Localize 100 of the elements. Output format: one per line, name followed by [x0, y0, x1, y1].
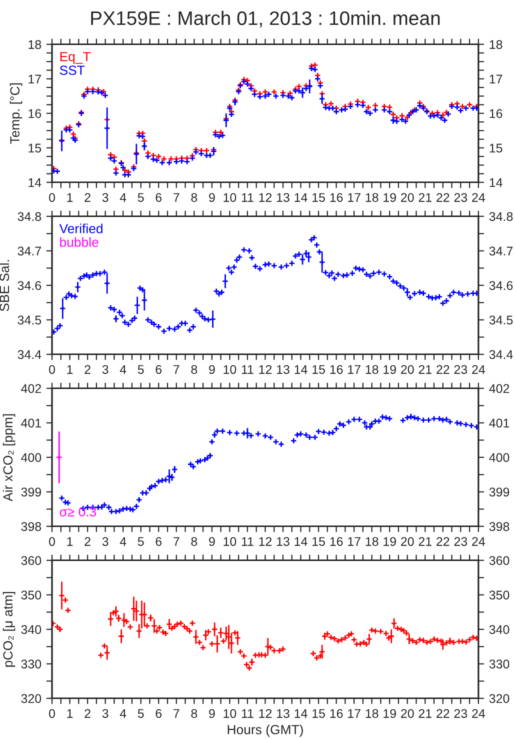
y-tick-label: 17 [28, 74, 41, 84]
x-tick-label: 6 [156, 365, 162, 374]
y-tick-label: 401 [21, 418, 41, 428]
x-tick-label: 5 [138, 537, 144, 546]
x-tick-label: 4 [120, 193, 126, 202]
y-tick-label: 34.5 [18, 316, 42, 324]
y2-tick-label: 320 [489, 694, 510, 704]
x-tick-label: 24 [472, 365, 486, 374]
y2-tick-label: 14 [490, 178, 502, 187]
x-tick-label: 5 [138, 709, 144, 718]
x-tick-label: 24 [472, 537, 486, 546]
x-tick-label: 11 [242, 537, 254, 546]
x-tick-label: 14 [294, 709, 308, 718]
y-tick-label: 16 [28, 109, 42, 118]
x-tick-label: 12 [259, 193, 272, 202]
x-tick-label: 2 [84, 193, 90, 202]
y-tick-label: 400 [21, 453, 42, 462]
x-tick-label: 16 [330, 193, 343, 202]
y-tick-label: 398 [21, 522, 42, 532]
y-tick-label: 34.8 [18, 212, 42, 221]
x-tick-label: 0 [49, 537, 55, 546]
x-tick-label: 19 [384, 193, 396, 202]
x-tick-label: 17 [348, 193, 360, 202]
x-tick-label: 10 [224, 365, 236, 374]
x-tick-label: 19 [384, 537, 396, 546]
x-tick-label: 5 [138, 365, 144, 374]
x-tick-label: 21 [418, 365, 432, 374]
x-tick-label: 18 [366, 537, 378, 546]
y-tick-label: 402 [21, 384, 41, 393]
x-tick-label: 9 [209, 193, 215, 202]
x-tick-label: 6 [156, 709, 162, 718]
y-tick-label: 360 [21, 556, 42, 565]
y-tick-label: 14 [28, 178, 42, 187]
y2-tick-label: 402 [489, 384, 510, 393]
series-label: SST [60, 66, 85, 75]
y-tick-label: 34.7 [18, 246, 41, 256]
x-tick-label: 4 [120, 365, 126, 374]
x-tick-label: 0 [49, 365, 55, 374]
x-tick-label: 7 [174, 537, 180, 546]
x-tick-label: 17 [348, 537, 360, 546]
x-tick-label: 4 [120, 537, 126, 546]
y2-tick-label: 330 [489, 660, 510, 669]
y2-tick-label: 34.6 [489, 281, 513, 290]
y-axis-title: pCO₂ [μ atm] [2, 592, 16, 667]
y2-tick-label: 401 [489, 418, 510, 428]
x-tick-label: 21 [418, 193, 432, 202]
y2-tick-label: 360 [489, 556, 510, 565]
y-tick-label: 18 [28, 40, 42, 49]
x-tick-label: 21 [418, 537, 432, 546]
x-tick-label: 15 [312, 709, 325, 718]
x-tick-label: 23 [454, 537, 468, 546]
x-tick-label: 8 [191, 709, 198, 718]
text: σ≥ 0.3 [60, 507, 96, 516]
x-tick-label: 16 [330, 365, 343, 374]
x-tick-label: 20 [401, 709, 414, 718]
x-tick-label: 11 [242, 365, 254, 374]
x-tick-label: 6 [156, 537, 162, 546]
x-tick-label: 2 [84, 365, 90, 374]
x-tick-label: 3 [102, 193, 108, 202]
x-tick-label: 16 [330, 709, 343, 718]
x-tick-label: 10 [224, 709, 236, 718]
x-tick-label: 13 [276, 193, 290, 202]
y-tick-label: 330 [21, 660, 42, 669]
series-label: Eq_T [60, 52, 91, 64]
x-tick-label: 10 [224, 193, 236, 202]
y-tick-label: 34.6 [18, 281, 42, 290]
x-tick-label: 3 [102, 709, 108, 718]
x-tick-label: 24 [472, 709, 486, 718]
x-tick-label: 10 [224, 537, 236, 546]
x-tick-label: 9 [209, 537, 215, 546]
y2-tick-label: 340 [489, 625, 510, 634]
y2-tick-label: 400 [489, 453, 510, 462]
x-axis-title: Hours (GMT) [228, 724, 303, 737]
y2-tick-label: 17 [490, 74, 502, 84]
y2-tick-label: 398 [489, 522, 510, 532]
x-tick-label: 1 [67, 193, 73, 202]
y-tick-label: 350 [21, 590, 42, 600]
x-tick-label: 13 [276, 365, 290, 374]
x-tick-label: 9 [209, 365, 215, 374]
x-tick-label: 13 [276, 709, 290, 718]
chart-title: PX159E : March 01, 2013 : 10min. mean [91, 10, 440, 28]
x-tick-label: 2 [84, 709, 90, 718]
x-tick-label: 9 [209, 709, 215, 718]
x-tick-label: 7 [174, 365, 180, 374]
y2-tick-label: 16 [490, 109, 502, 118]
x-tick-label: 1 [67, 537, 73, 546]
x-tick-label: 15 [312, 537, 325, 546]
x-tick-label: 15 [312, 365, 325, 374]
x-tick-label: 24 [472, 193, 486, 202]
x-tick-label: 14 [294, 193, 308, 202]
x-tick-label: 2 [84, 537, 90, 546]
x-tick-label: 11 [242, 709, 254, 718]
x-tick-label: 23 [454, 193, 468, 202]
y2-tick-label: 350 [489, 590, 510, 600]
x-tick-label: 16 [330, 537, 343, 546]
x-tick-label: 18 [366, 193, 378, 202]
x-tick-label: 22 [436, 365, 450, 374]
x-tick-label: 8 [191, 193, 198, 202]
y2-tick-label: 34.7 [489, 246, 513, 256]
x-tick-label: 4 [120, 709, 126, 718]
